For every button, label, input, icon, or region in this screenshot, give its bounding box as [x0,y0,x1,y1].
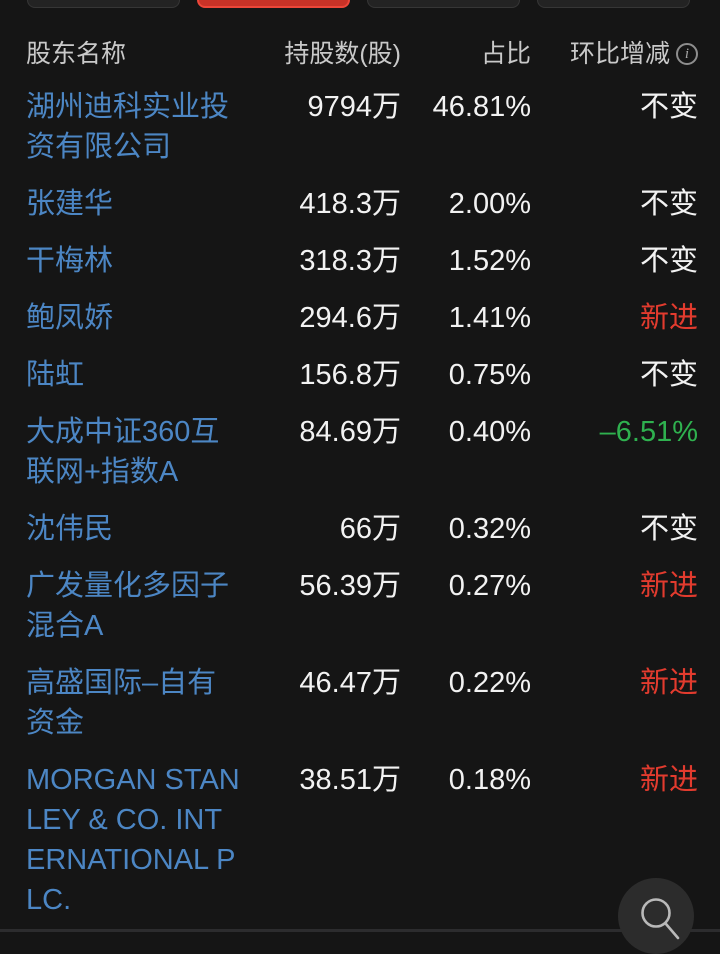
change-value: 新进 [639,667,698,699]
table-row: 湖州迪科实业投 资有限公司 9794万 46.81% 不变 [26,87,698,167]
table-row: 张建华 418.3万 2.00% 不变 [26,184,698,224]
table-row: 大成中证360互 联网+指数A 84.69万 0.40% –6.51% [26,412,698,492]
shareholder-name-link[interactable]: 张建华 [26,188,114,220]
shares-value: 84.69万 [299,416,401,448]
tab-pill[interactable] [27,0,180,8]
shareholder-name-link[interactable]: 广发量化多因子 混合A [26,570,230,642]
ratio-value: 0.75% [448,359,531,391]
column-header-change: 环比增减 i [531,34,698,74]
column-header-shareholder-name: 股东名称 [26,40,127,68]
top-tabs-strip [0,0,720,14]
shares-value: 66万 [339,513,401,545]
change-value: 新进 [639,764,698,796]
shareholder-name-link[interactable]: 高盛国际–自有 资金 [26,667,217,739]
shares-value: 156.8万 [299,359,401,391]
table-row: MORGAN STAN LEY & CO. INT ERNATIONAL P L… [26,760,698,920]
ratio-value: 2.00% [448,188,531,220]
table-row: 高盛国际–自有 资金 46.47万 0.22% 新进 [26,663,698,743]
change-value: 不变 [639,188,698,220]
shares-value: 56.39万 [299,570,401,602]
tab-pill[interactable] [537,0,690,8]
change-value: 不变 [639,359,698,391]
table-row: 鲍凤娇 294.6万 1.41% 新进 [26,298,698,338]
table-row: 沈伟民 66万 0.32% 不变 [26,509,698,549]
table-row: 广发量化多因子 混合A 56.39万 0.27% 新进 [26,566,698,646]
ratio-value: 1.52% [448,245,531,277]
change-value: 不变 [639,513,698,545]
shareholder-name-link[interactable]: 沈伟民 [26,513,114,545]
ratio-value: 0.40% [448,416,531,448]
search-fab-button[interactable] [618,878,694,954]
tab-pill-selected[interactable] [197,0,350,8]
shareholder-table: 股东名称 持股数(股) 占比 环比增减 i 湖州迪科实业投 资有限公司 9794… [26,34,698,937]
change-value: 新进 [639,570,698,602]
ratio-value: 0.27% [448,570,531,602]
change-value: –6.51% [599,416,698,448]
ratio-value: 0.18% [448,764,531,796]
column-header-shares: 持股数(股) [284,40,401,68]
shares-value: 38.51万 [299,764,401,796]
shareholder-name-link[interactable]: 干梅林 [26,245,114,277]
info-icon[interactable]: i [676,43,698,65]
change-value: 不变 [639,91,698,123]
table-row: 陆虹 156.8万 0.75% 不变 [26,355,698,395]
shares-value: 318.3万 [299,245,401,277]
change-value: 新进 [639,302,698,334]
table-body: 湖州迪科实业投 资有限公司 9794万 46.81% 不变 张建华 418.3万… [26,87,698,920]
change-value: 不变 [639,245,698,277]
ratio-value: 1.41% [448,302,531,334]
shares-value: 418.3万 [299,188,401,220]
ratio-value: 0.22% [448,667,531,699]
tab-pill[interactable] [367,0,520,8]
ratio-value: 46.81% [432,91,531,123]
shareholder-name-link[interactable]: 大成中证360互 联网+指数A [26,416,220,488]
shareholder-name-link[interactable]: 陆虹 [26,359,85,391]
shareholder-name-link[interactable]: MORGAN STAN LEY & CO. INT ERNATIONAL P L… [26,764,240,916]
table-header-row: 股东名称 持股数(股) 占比 环比增减 i [26,34,698,74]
column-header-ratio: 占比 [480,40,531,68]
shareholder-name-link[interactable]: 鲍凤娇 [26,302,114,334]
shares-value: 46.47万 [299,667,401,699]
column-header-change-label: 环比增减 [569,40,670,68]
bottom-divider [0,929,720,932]
table-row: 干梅林 318.3万 1.52% 不变 [26,241,698,281]
ratio-value: 0.32% [448,513,531,545]
shares-value: 294.6万 [299,302,401,334]
shares-value: 9794万 [307,91,401,123]
shareholder-name-link[interactable]: 湖州迪科实业投 资有限公司 [26,91,230,163]
